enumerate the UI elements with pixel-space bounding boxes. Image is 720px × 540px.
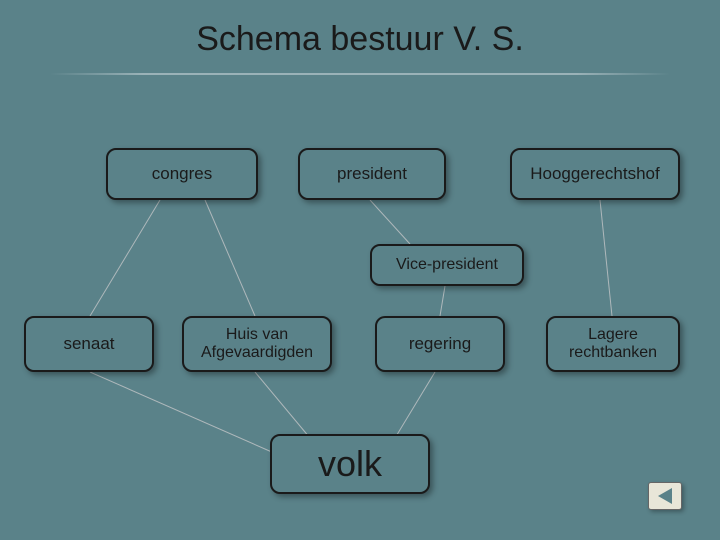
node-volk: volk xyxy=(270,434,430,494)
back-arrow-icon xyxy=(658,488,672,504)
node-senaat: senaat xyxy=(24,316,154,372)
node-congres: congres xyxy=(106,148,258,200)
node-regering: regering xyxy=(375,316,505,372)
title-underline xyxy=(50,73,670,75)
node-hooggerechtshof: Hooggerechtshof xyxy=(510,148,680,200)
node-vice-president: Vice-president xyxy=(370,244,524,286)
node-lagere: Lagere rechtbanken xyxy=(546,316,680,372)
diagram-title: Schema bestuur V. S. xyxy=(196,20,524,59)
node-huis: Huis van Afgevaardigden xyxy=(182,316,332,372)
back-button[interactable] xyxy=(648,482,682,510)
node-president: president xyxy=(298,148,446,200)
